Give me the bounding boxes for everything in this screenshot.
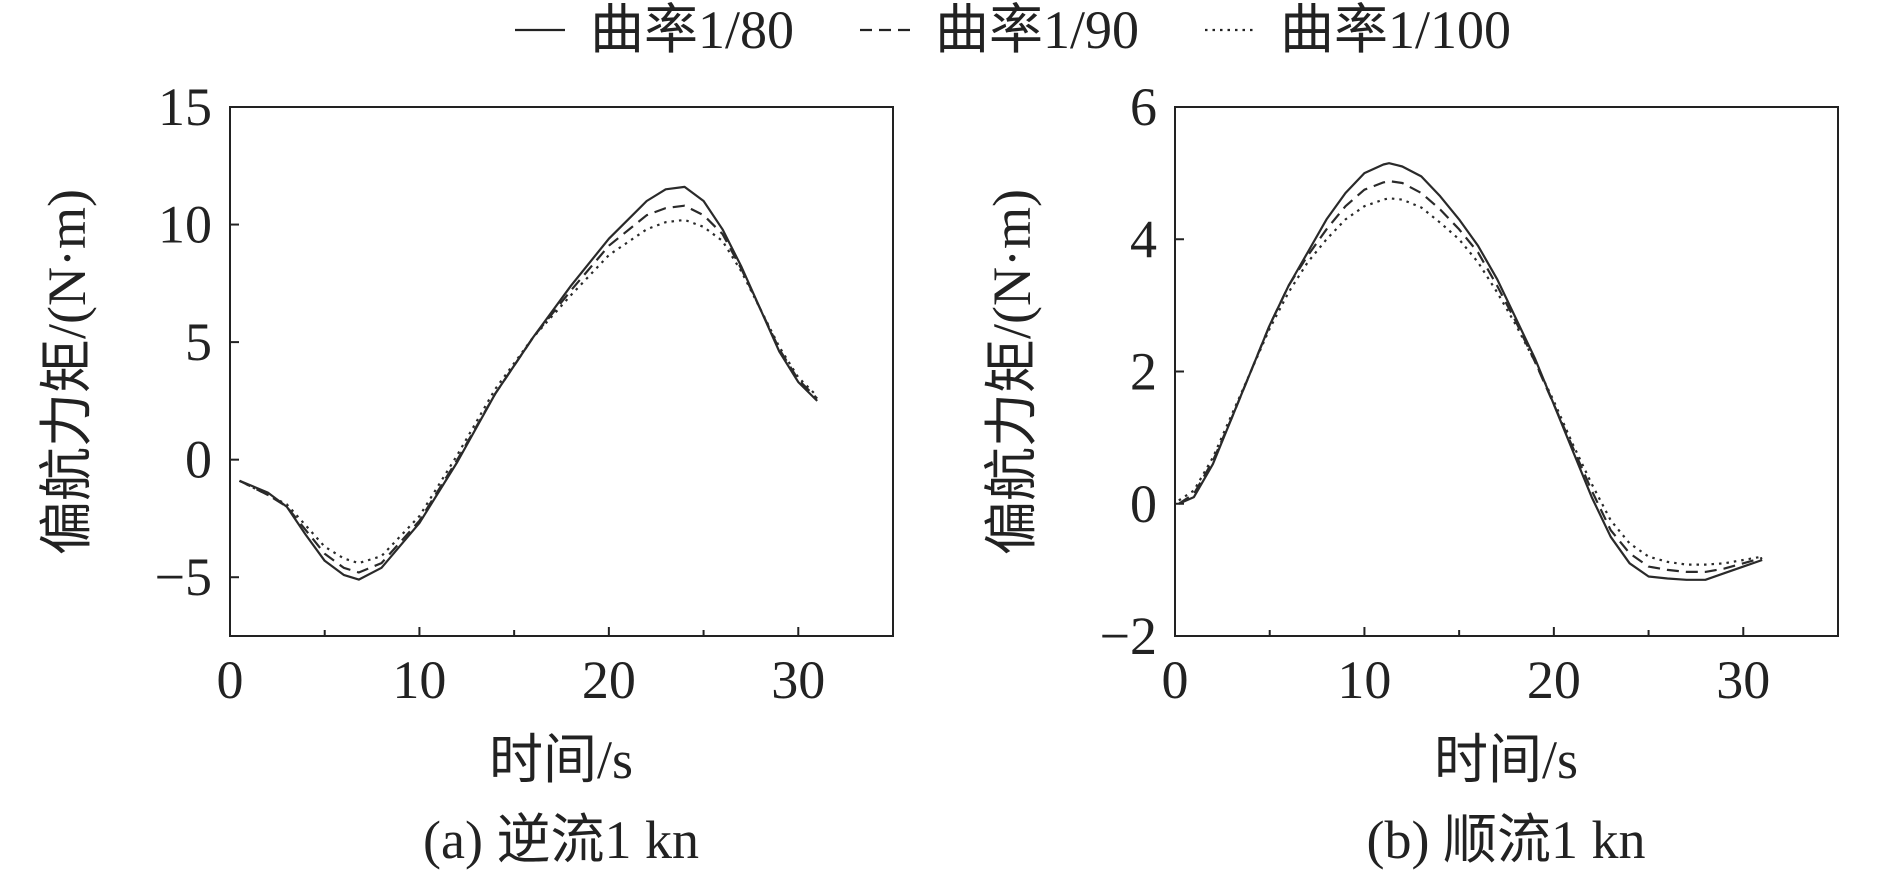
y-axis-title: 偏航力矩/(N·m): [37, 189, 97, 555]
x-tick-label: 30: [1716, 650, 1770, 710]
x-axis-title: 时间/s: [1434, 730, 1578, 790]
legend: 曲率1/80 曲率1/90 曲率1/100: [515, 0, 1511, 60]
plot-frame-a: [229, 106, 894, 637]
panel-caption: (a) 逆流1 kn: [423, 810, 699, 870]
legend-label: 曲率1/80: [590, 0, 794, 60]
y-tick-label: 5: [185, 312, 212, 372]
series-line-solid: [1178, 162, 1763, 581]
legend-label: 曲率1/90: [935, 0, 1139, 60]
y-axis-title: 偏航力矩/(N·m): [982, 189, 1042, 555]
x-axis-title: 时间/s: [489, 730, 633, 790]
series-line-dashed: [1178, 180, 1763, 574]
y-tick-label: 10: [158, 195, 212, 255]
x-tick-label: 0: [217, 650, 244, 710]
y-tick-label: 2: [1130, 342, 1157, 402]
legend-label: 曲率1/100: [1280, 0, 1511, 60]
y-tick-label: 0: [185, 430, 212, 490]
x-tick-label: 0: [1162, 650, 1189, 710]
series-line-dashed: [239, 204, 818, 574]
x-tick-label: 20: [582, 650, 636, 710]
x-tick-label: 10: [1337, 650, 1391, 710]
x-tick-label: 30: [771, 650, 825, 710]
plot-frame-b: [1174, 106, 1839, 637]
x-tick-label: 20: [1527, 650, 1581, 710]
series-line-solid: [239, 185, 818, 581]
y-tick-label: 0: [1130, 474, 1157, 534]
y-tick-label: −2: [1100, 606, 1157, 666]
series-line-dotted: [239, 218, 818, 565]
y-tick-label: −5: [155, 547, 212, 607]
x-tick-label: 10: [392, 650, 446, 710]
y-tick-label: 15: [158, 77, 212, 137]
y-tick-label: 6: [1130, 77, 1157, 137]
series-line-dotted: [1178, 197, 1763, 566]
y-tick-label: 4: [1130, 209, 1157, 269]
panel-caption: (b) 顺流1 kn: [1367, 810, 1646, 870]
